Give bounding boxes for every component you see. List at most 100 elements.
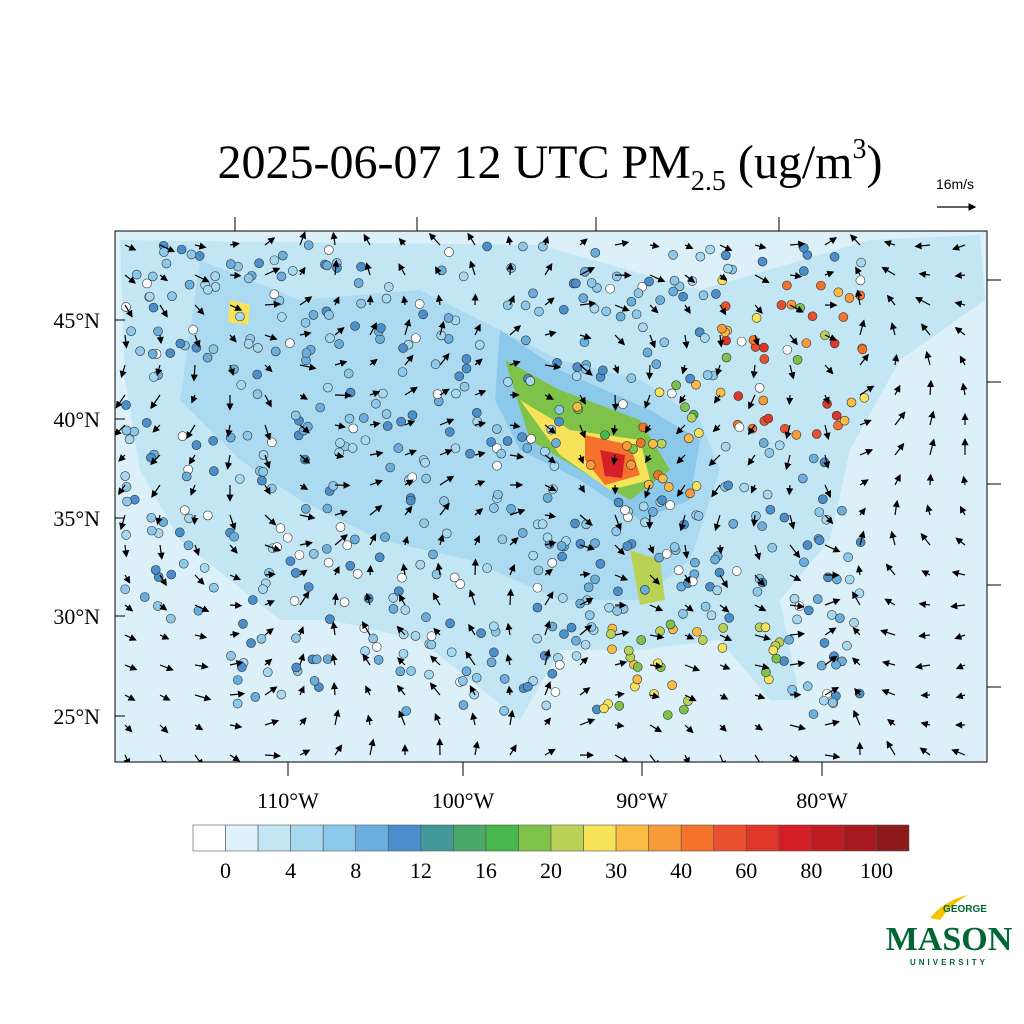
wind-arrow — [366, 564, 374, 576]
station — [388, 593, 399, 603]
wind-arrow — [679, 394, 687, 404]
wind-arrow — [299, 454, 311, 464]
station — [465, 448, 475, 459]
station — [820, 330, 830, 341]
station — [276, 312, 287, 322]
station — [651, 359, 662, 369]
station — [571, 651, 582, 661]
wind-arrow — [544, 620, 551, 636]
wind-arrow — [713, 514, 721, 532]
wind-arrow — [889, 530, 897, 546]
wind-arrow — [439, 388, 450, 396]
station — [282, 532, 293, 543]
station — [827, 610, 837, 620]
station — [178, 558, 189, 569]
station — [486, 437, 496, 447]
station — [607, 644, 617, 655]
station — [528, 288, 538, 299]
logo-line: UNIVERSITY — [910, 958, 988, 967]
station — [832, 574, 842, 585]
station — [232, 675, 243, 685]
wind-arrow — [189, 484, 197, 496]
station — [816, 280, 826, 291]
station — [768, 645, 779, 656]
station — [764, 448, 775, 458]
station — [694, 428, 704, 438]
colorbar-box — [550, 824, 584, 852]
station — [499, 674, 510, 684]
wind-arrow — [194, 754, 204, 762]
station — [855, 290, 866, 301]
station — [581, 519, 591, 530]
wind-arrow — [678, 514, 686, 532]
station — [583, 582, 594, 593]
station — [328, 481, 339, 491]
station — [174, 527, 185, 538]
station — [126, 326, 136, 336]
wind-arrow — [788, 514, 796, 530]
wind-arrow — [544, 362, 562, 371]
station — [774, 440, 785, 451]
station — [584, 610, 595, 621]
station — [802, 540, 813, 550]
station — [789, 593, 800, 604]
station — [760, 622, 771, 633]
wind-arrow — [159, 633, 170, 640]
station — [731, 566, 742, 576]
wind-arrow — [194, 574, 205, 585]
wind-arrow — [229, 240, 240, 249]
station — [161, 258, 172, 269]
wind-arrow — [789, 240, 806, 248]
wind-arrow — [369, 322, 377, 336]
wind-arrow — [430, 655, 441, 666]
station — [461, 363, 472, 374]
wind-arrow — [159, 724, 169, 734]
wind-arrow — [823, 424, 831, 441]
wind-arrow — [263, 484, 271, 496]
wind-arrow — [649, 724, 663, 733]
wind-arrow — [824, 364, 834, 375]
station — [669, 542, 680, 552]
station — [243, 339, 254, 349]
station — [246, 638, 256, 648]
wind-arrow — [330, 681, 339, 696]
wind-arrow — [229, 304, 243, 311]
lon-label: 110°W — [257, 788, 319, 813]
station — [183, 540, 194, 551]
wind-arrow — [398, 238, 407, 246]
station — [176, 244, 187, 255]
wind-arrow — [298, 266, 306, 276]
wind-arrow — [611, 394, 619, 411]
wind-arrow — [473, 535, 480, 546]
wind-arrow — [614, 304, 630, 312]
wind-arrow — [334, 326, 345, 336]
wind-arrow — [124, 604, 134, 612]
station — [276, 689, 287, 700]
wind-arrow — [961, 475, 969, 486]
wind-arrow — [122, 544, 130, 558]
colorbar-box — [648, 824, 682, 852]
wind-arrow — [194, 694, 212, 702]
wind-arrow — [881, 266, 896, 276]
wind-arrow — [229, 271, 242, 279]
wind-arrow — [509, 422, 521, 430]
station — [322, 503, 333, 514]
wind-arrow — [676, 454, 686, 464]
station — [441, 528, 452, 539]
wind-arrow — [544, 748, 556, 756]
station — [723, 263, 733, 274]
station — [710, 554, 720, 565]
wind-arrow — [954, 633, 966, 640]
wind-arrow — [544, 330, 557, 338]
wind-arrow — [505, 622, 513, 636]
title: 2025-06-07 12 UTC PM2.5 (ug/m3) — [218, 134, 883, 197]
station — [236, 380, 247, 390]
station — [570, 518, 580, 529]
wind-arrow — [614, 660, 628, 668]
station — [238, 619, 248, 629]
station — [324, 310, 334, 320]
wind-arrow — [402, 535, 410, 546]
station — [502, 436, 513, 446]
station — [812, 594, 823, 604]
colorbar-box — [811, 824, 845, 852]
